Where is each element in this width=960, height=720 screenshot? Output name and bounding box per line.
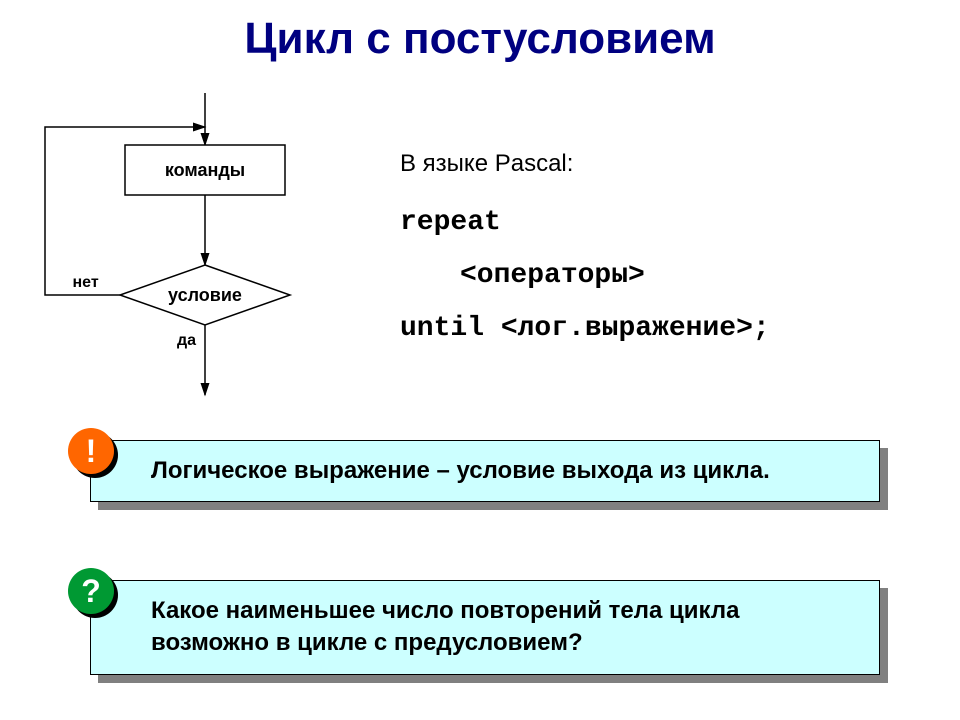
flowchart: команды условие да нет [10,85,350,405]
syntax-block: В языке Pascal: repeat <операторы> until… [400,150,940,356]
svg-text:да: да [177,332,196,349]
note-text: Логическое выражение – условие выхода из… [151,457,770,484]
question-badge: ? [68,568,118,618]
syntax-line-until: until <лог.выражение>; [400,302,940,355]
svg-text:нет: нет [73,274,99,291]
syntax-line-body: <операторы> [400,249,940,302]
note-question: Какое наименьшее число повторений тела ц… [90,580,880,675]
syntax-intro: В языке Pascal: [400,150,940,178]
svg-text:команды: команды [165,160,245,180]
note-text: Какое наименьшее число повторений тела ц… [151,597,739,656]
syntax-line-repeat: repeat [400,196,940,249]
exclaim-badge: ! [68,428,118,478]
note-exclaim: Логическое выражение – условие выхода из… [90,440,880,502]
svg-text:условие: условие [168,285,242,305]
page-title: Цикл с постусловием [0,14,960,64]
flowchart-svg: команды условие да нет [10,85,350,405]
